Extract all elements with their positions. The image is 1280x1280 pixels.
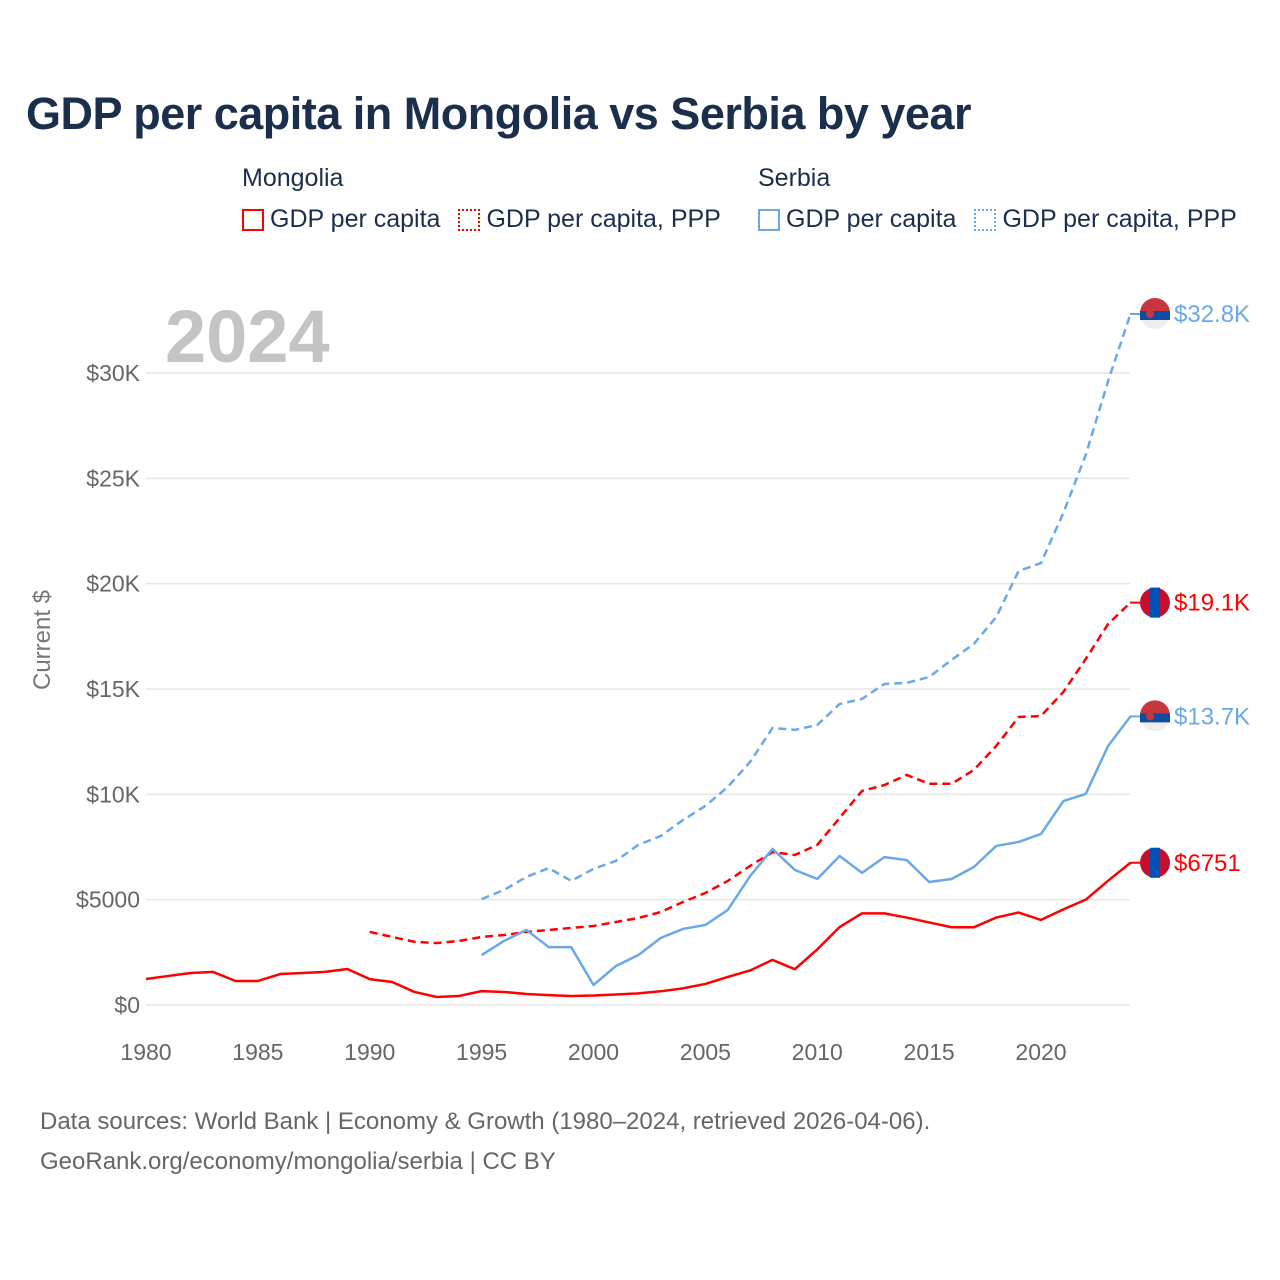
series-line-serbia-gdp-per-capita <box>480 715 1132 987</box>
x-tick-label: 2010 <box>792 1039 843 1065</box>
series-line-mongolia-gdp-per-capita-ppp <box>369 601 1132 945</box>
x-tick-label: 1980 <box>120 1039 171 1065</box>
flag-stripe <box>1140 298 1170 314</box>
legend-item-serbia-gdp[interactable]: GDP per capita <box>758 205 956 234</box>
y-tick-label: $15K <box>86 676 140 702</box>
flag-stripe <box>1150 847 1160 878</box>
legend-label: GDP per capita <box>786 205 957 233</box>
series-line-serbia-gdp-per-capita-ppp <box>481 313 1132 901</box>
y-tick-label: $0 <box>114 992 140 1018</box>
footer-link[interactable]: GeoRank.org/economy/mongolia/serbia | CC… <box>40 1148 556 1175</box>
flag-emblem <box>1146 712 1154 721</box>
x-tick-label: 2000 <box>568 1039 619 1065</box>
legend-item-serbia-ppp[interactable]: GDP per capita, PPP <box>974 205 1237 234</box>
x-tick-label: 2020 <box>1015 1039 1066 1065</box>
legend-item-mongolia-gdp[interactable]: GDP per capita <box>242 205 440 234</box>
legend-label: GDP per capita, PPP <box>1002 205 1237 233</box>
flag-stripe <box>1140 311 1170 321</box>
mongolia-flag-icon <box>1140 587 1170 618</box>
legend-label: GDP per capita, PPP <box>486 205 721 233</box>
x-tick-label: 1985 <box>232 1039 283 1065</box>
solid-swatch-icon <box>242 208 264 231</box>
y-tick-label: $10K <box>86 781 140 807</box>
legend-label: GDP per capita <box>270 205 441 233</box>
year-watermark: 2024 <box>165 295 330 378</box>
x-tick-label: 2015 <box>904 1039 955 1065</box>
flag-stripe <box>1140 713 1170 723</box>
series-line-mongolia-gdp-per-capita <box>145 861 1132 999</box>
y-tick-label: $30K <box>86 360 140 386</box>
x-tick-label: 2005 <box>680 1039 731 1065</box>
footer-sources: Data sources: World Bank | Economy & Gro… <box>40 1108 931 1135</box>
legend-serbia: GDP per capita GDP per capita, PPP <box>758 205 1237 234</box>
solid-swatch-icon <box>758 208 780 231</box>
dotted-swatch-icon <box>974 208 997 231</box>
serbia-flag-icon <box>1140 298 1170 330</box>
end-value-label: $19.1K <box>1174 590 1250 617</box>
y-axis-label: Current $ <box>29 590 56 690</box>
y-tick-label: $5000 <box>76 887 140 913</box>
legend-group-mongolia: Mongolia <box>242 164 344 192</box>
end-value-label: $6751 <box>1174 850 1241 877</box>
flag-stripe <box>1150 587 1160 618</box>
flag-emblem <box>1146 310 1154 319</box>
end-value-label: $32.8K <box>1174 301 1250 328</box>
legend-item-mongolia-ppp[interactable]: GDP per capita, PPP <box>458 205 721 234</box>
y-tick-label: $25K <box>86 465 140 491</box>
mongolia-flag-icon <box>1140 847 1170 878</box>
end-value-label: $13.7K <box>1174 703 1250 730</box>
legend-mongolia: GDP per capita GDP per capita, PPP <box>242 205 721 234</box>
serbia-flag-icon <box>1140 700 1170 732</box>
y-tick-label: $20K <box>86 571 140 597</box>
legend-group-serbia: Serbia <box>758 164 831 192</box>
dotted-swatch-icon <box>458 208 481 231</box>
x-tick-label: 1990 <box>344 1039 395 1065</box>
chart-title: GDP per capita in Mongolia vs Serbia by … <box>26 88 972 139</box>
x-tick-label: 1995 <box>456 1039 507 1065</box>
flag-stripe <box>1140 700 1170 716</box>
